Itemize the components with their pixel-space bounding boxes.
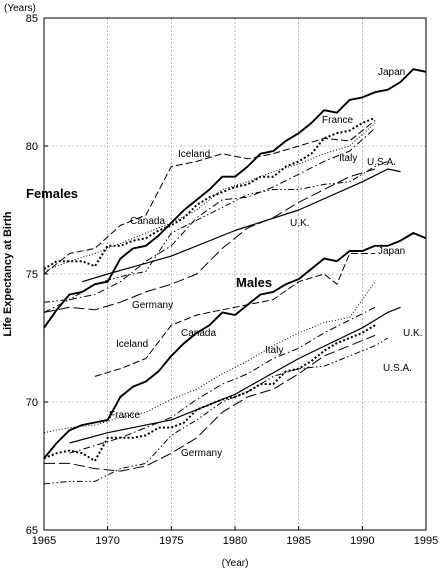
series-line-females-usa xyxy=(43,160,388,303)
series-line-males-uk xyxy=(69,306,401,444)
series-label-canada-10: Canada xyxy=(181,328,216,339)
y-tick-label-80: 80 xyxy=(26,141,38,153)
series-label-italy-3: Italy xyxy=(339,153,357,164)
y-tick-label-75: 75 xyxy=(26,269,38,281)
series-line-males-canada xyxy=(43,281,376,434)
x-tick-label-1970: 1970 xyxy=(95,535,119,547)
series-label-uk-12: U.K. xyxy=(403,328,422,339)
group-label-males: Males xyxy=(236,275,272,290)
series-label-usa-13: U.S.A. xyxy=(383,363,412,374)
series-line-females-japan xyxy=(43,68,427,329)
series-label-canada-5: Canada xyxy=(130,216,165,227)
series-label-germany-7: Germany xyxy=(132,300,173,311)
y-unit-label: (Years) xyxy=(4,3,36,14)
x-tick-label-1965: 1965 xyxy=(32,535,56,547)
series-line-males-japan xyxy=(43,232,427,459)
y-tick-label-85: 85 xyxy=(26,13,38,25)
y-tick-label-65: 65 xyxy=(26,525,38,537)
x-tick-label-1990: 1990 xyxy=(350,535,374,547)
series-lines xyxy=(43,68,427,485)
series-label-uk-6: U.K. xyxy=(290,218,309,229)
x-tick-label-1980: 1980 xyxy=(223,535,247,547)
series-label-iceland-9: Iceland xyxy=(116,339,148,350)
series-line-males-usa xyxy=(43,337,389,485)
x-tick-label-1995: 1995 xyxy=(414,535,438,547)
series-label-france-1: France xyxy=(322,115,354,126)
series-line-males-iceland xyxy=(94,253,376,377)
y-axis-label: Life Expectancy at Birth xyxy=(2,211,14,337)
series-label-japan-0: Japan xyxy=(378,67,405,78)
series-line-females-iceland xyxy=(43,120,376,275)
series-line-females-italy xyxy=(43,127,376,313)
x-tick-label-1975: 1975 xyxy=(159,535,183,547)
series-label-germany-15: Germany xyxy=(181,448,222,459)
series-line-females-germany xyxy=(43,168,376,313)
x-tick-label-1985: 1985 xyxy=(286,535,310,547)
series-line-males-germany xyxy=(44,334,376,472)
series-label-france-14: France xyxy=(109,410,141,421)
x-axis-label: (Year) xyxy=(222,558,249,569)
series-label-japan-8: Japan xyxy=(378,246,405,257)
axis-ticks: 1965 1970 1975 1980 1985 1990 1995 65 70 75 80 85 xyxy=(26,13,438,547)
series-label-italy-11: Italy xyxy=(265,345,283,356)
series-labels: Japan France Iceland Italy U.S.A. Canada U.K. G… xyxy=(109,67,422,459)
group-label-females: Females xyxy=(26,186,78,201)
series-label-usa-4: U.S.A. xyxy=(367,157,396,168)
series-label-iceland-2: Iceland xyxy=(178,149,210,160)
series-line-males-france xyxy=(43,324,376,462)
y-tick-label-70: 70 xyxy=(26,397,38,409)
series-line-females-france xyxy=(43,116,376,270)
